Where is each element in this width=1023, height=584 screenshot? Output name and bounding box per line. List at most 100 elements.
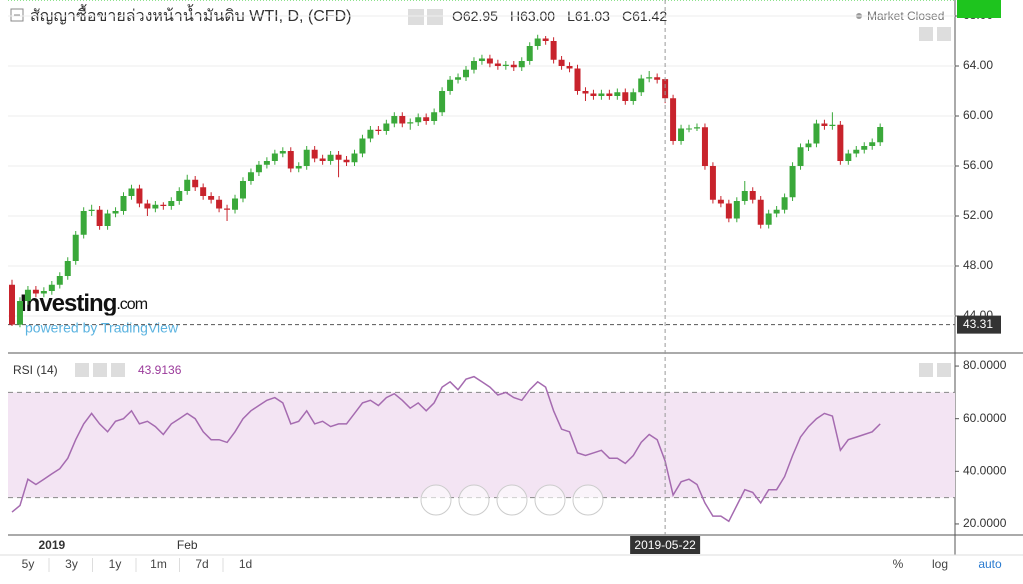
scale-button[interactable]: [919, 27, 933, 41]
candle-body: [709, 166, 716, 200]
rsi-name: RSI (14): [13, 363, 58, 377]
rsi-tick-label: 60.0000: [963, 411, 1007, 425]
y-tick-label: 56.00: [963, 158, 993, 172]
candle-body: [343, 159, 350, 163]
candle-body: [805, 143, 812, 148]
scale-option[interactable]: auto: [978, 557, 1002, 571]
rsi-icon[interactable]: [111, 363, 125, 377]
candle-body: [678, 128, 685, 141]
candle-body: [112, 211, 119, 214]
candle-body: [168, 201, 175, 206]
settings-icon[interactable]: [408, 9, 424, 25]
candle-body: [136, 188, 143, 204]
candle-body: [184, 179, 191, 191]
candle-body: [749, 191, 756, 200]
x-tick-label: 2019: [38, 538, 65, 552]
range-button[interactable]: 1y: [109, 557, 122, 571]
candle-body: [773, 209, 780, 214]
candle-body: [662, 79, 669, 99]
rsi-value: 43.9136: [138, 363, 182, 377]
candle-body: [383, 123, 390, 131]
rsi-icon[interactable]: [93, 363, 107, 377]
candle-body: [654, 77, 661, 80]
candle-body: [367, 129, 374, 139]
x-tick-label: 2019-05-22: [634, 538, 696, 552]
candle-body: [359, 138, 366, 154]
range-button[interactable]: 3y: [65, 557, 78, 571]
scale-button[interactable]: [919, 363, 933, 377]
candle-body: [622, 92, 629, 101]
candle-body: [598, 93, 605, 96]
candle-body: [239, 181, 246, 199]
candle-body: [789, 166, 796, 198]
candle-body: [407, 122, 414, 124]
range-button[interactable]: 1m: [150, 557, 167, 571]
candle-body: [845, 153, 852, 161]
nav-button[interactable]: [496, 484, 528, 516]
candle-body: [319, 158, 326, 161]
candle-body: [590, 93, 597, 96]
scale-button[interactable]: [937, 363, 951, 377]
candle-body: [9, 284, 15, 325]
rsi-tick-label: 80.0000: [963, 358, 1007, 372]
scale-option[interactable]: log: [932, 557, 948, 571]
candle-body: [741, 191, 748, 201]
candle-body: [56, 276, 63, 285]
nav-button[interactable]: [420, 484, 452, 516]
candle-body: [781, 197, 788, 210]
candle-body: [646, 77, 653, 79]
range-button[interactable]: 7d: [195, 557, 208, 571]
candle-body: [470, 61, 477, 70]
last-price-box: [957, 0, 1001, 18]
candle-body: [486, 58, 493, 64]
rsi-line: [11, 375, 881, 523]
candle-body: [96, 209, 103, 226]
nav-button[interactable]: [572, 484, 604, 516]
scale-button[interactable]: [937, 27, 951, 41]
y-tick-label: 52.00: [963, 208, 993, 222]
candle-body: [72, 234, 79, 261]
x-tick-label: Feb: [177, 538, 198, 552]
candle-body: [120, 196, 127, 211]
candle-body: [606, 93, 613, 96]
powered-by: powered by TradingView: [25, 320, 179, 336]
candle-body: [327, 154, 334, 161]
navigation: [420, 484, 604, 516]
candle-body: [176, 191, 183, 201]
low-label: 43.31: [963, 317, 993, 331]
candle-body: [526, 46, 533, 61]
candle-body: [335, 154, 342, 160]
candle-body: [399, 116, 406, 124]
candle-body: [247, 172, 254, 181]
y-tick-label: 64.00: [963, 58, 993, 72]
candle-body: [303, 149, 310, 166]
candle-body: [224, 208, 231, 210]
candle-body: [295, 166, 302, 169]
brand-name: Investing: [20, 290, 117, 317]
candle-body: [40, 291, 47, 294]
candle-body: [439, 91, 446, 113]
candle-body: [351, 153, 358, 163]
candle-body: [510, 64, 517, 68]
collapse-icon[interactable]: [10, 8, 24, 22]
candle-body: [797, 147, 804, 166]
candle-body: [208, 196, 215, 200]
range-button[interactable]: 1d: [239, 557, 252, 571]
candle-body: [757, 199, 764, 225]
nav-button[interactable]: [458, 484, 490, 516]
range-button[interactable]: 5y: [22, 557, 35, 571]
scale-option[interactable]: %: [893, 557, 904, 571]
candle-body: [478, 58, 485, 61]
candle-body: [614, 92, 621, 96]
nav-button[interactable]: [534, 484, 566, 516]
low-label-box: [957, 315, 1001, 334]
candle-body: [200, 187, 207, 196]
candle-body: [725, 203, 732, 219]
rsi-icon[interactable]: [75, 363, 89, 377]
candle-body: [502, 64, 509, 66]
candle-body: [263, 161, 270, 165]
candle-body: [582, 91, 589, 94]
settings-icon[interactable]: [427, 9, 443, 25]
